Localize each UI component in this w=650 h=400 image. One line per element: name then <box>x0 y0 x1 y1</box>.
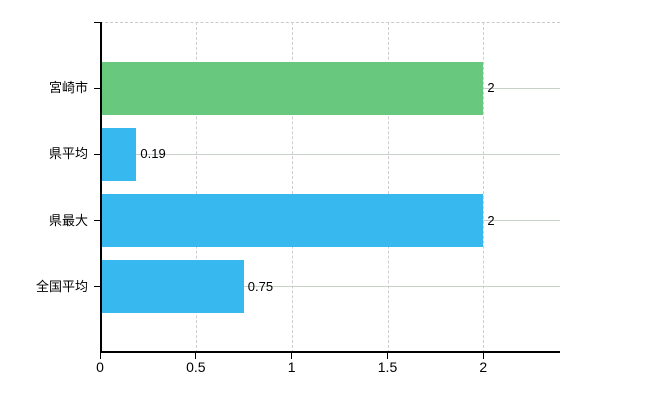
bar-value-label: 0.19 <box>140 146 166 162</box>
y-axis-line <box>100 22 102 353</box>
x-axis-tick <box>482 353 484 359</box>
plot-area: 2 0.19 2 0.75 <box>94 22 560 359</box>
x-axis-line <box>100 351 560 353</box>
y-category-label: 県平均 <box>48 146 88 162</box>
y-axis-tick <box>94 153 100 155</box>
vertical-gridline <box>387 22 389 353</box>
bar <box>100 61 484 115</box>
horizontal-gridline <box>100 153 560 155</box>
x-tick-label: 2 <box>479 359 488 375</box>
bar-value-label: 0.75 <box>247 278 274 294</box>
bar-value-label: 2 <box>487 212 495 228</box>
y-axis-tick <box>94 220 100 222</box>
x-tick-label: 1 <box>287 359 296 375</box>
y-axis-tick <box>94 87 100 89</box>
y-category-label: 宮崎市 <box>48 80 88 96</box>
y-axis-tick <box>94 286 100 288</box>
x-tick-label: 1.5 <box>377 359 398 375</box>
bar <box>100 194 484 248</box>
x-tick-label: 0.5 <box>186 359 206 375</box>
vertical-gridline <box>291 22 293 353</box>
bar-value-label: 2 <box>487 80 495 96</box>
x-tick-label: 0 <box>96 359 104 375</box>
vertical-gridline <box>195 22 197 353</box>
plot-top-border <box>100 22 560 23</box>
x-axis-tick <box>195 353 197 359</box>
bar <box>100 260 244 314</box>
horizontal-gridline <box>100 286 560 288</box>
x-axis-tick <box>99 353 101 359</box>
y-category-label: 全国平均 <box>35 278 88 294</box>
x-axis-tick <box>291 353 293 359</box>
y-category-label: 県最大 <box>48 212 88 228</box>
vertical-gridline <box>483 22 485 353</box>
y-axis-tick <box>94 22 100 23</box>
x-axis-tick <box>387 353 388 359</box>
bar <box>100 127 137 181</box>
